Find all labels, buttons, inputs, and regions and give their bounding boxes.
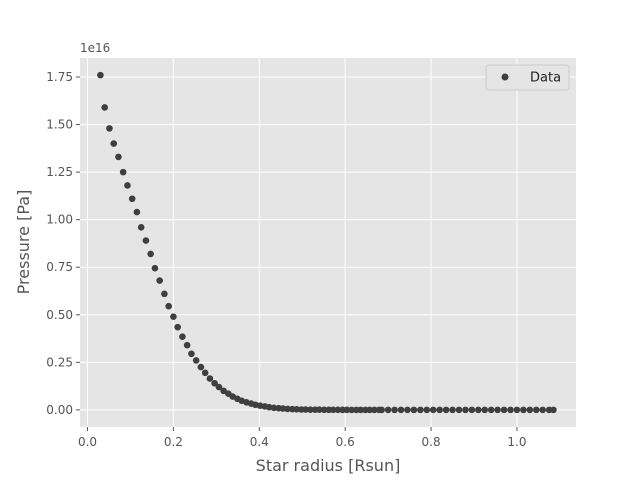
x-tick-label: 1.0 bbox=[507, 435, 526, 449]
data-point bbox=[513, 406, 521, 414]
data-point bbox=[165, 302, 172, 310]
y-tick-label: 0.75 bbox=[46, 260, 73, 274]
data-point bbox=[151, 264, 159, 272]
data-point bbox=[417, 406, 424, 414]
y-tick-label: 0.00 bbox=[46, 403, 73, 417]
data-point bbox=[110, 140, 118, 147]
y-tick-label: 1.75 bbox=[46, 70, 73, 84]
y-tick-label: 0.50 bbox=[46, 308, 73, 322]
data-point bbox=[147, 250, 154, 258]
data-point bbox=[293, 406, 300, 413]
data-point bbox=[183, 341, 191, 349]
data-point bbox=[343, 406, 351, 414]
y-tick-label: 1.25 bbox=[46, 165, 73, 179]
data-point bbox=[302, 406, 309, 413]
legend-marker bbox=[501, 73, 509, 81]
x-tick-label: 0.0 bbox=[78, 435, 97, 449]
data-point bbox=[270, 404, 278, 412]
data-point bbox=[307, 406, 314, 413]
y-tick-label: 0.25 bbox=[46, 355, 73, 369]
data-point bbox=[206, 375, 214, 382]
data-point bbox=[156, 277, 163, 284]
data-point bbox=[119, 168, 127, 176]
data-point bbox=[329, 406, 337, 414]
data-point bbox=[179, 333, 186, 340]
plot-area bbox=[80, 58, 576, 427]
data-point bbox=[532, 406, 540, 414]
x-axis-label: Star radius [Rsun] bbox=[256, 456, 401, 475]
data-point bbox=[449, 406, 456, 414]
data-point bbox=[487, 406, 495, 414]
data-point bbox=[334, 406, 342, 414]
data-point bbox=[211, 379, 218, 387]
data-point bbox=[455, 406, 463, 414]
data-point bbox=[384, 406, 392, 414]
data-point bbox=[192, 357, 200, 364]
data-points bbox=[97, 71, 557, 414]
data-point bbox=[284, 405, 291, 413]
data-point bbox=[348, 406, 355, 414]
data-point bbox=[436, 406, 443, 414]
data-point bbox=[442, 406, 450, 414]
data-point bbox=[481, 406, 489, 414]
data-point bbox=[410, 406, 418, 414]
data-point bbox=[539, 406, 547, 414]
data-point bbox=[500, 406, 508, 414]
data-point bbox=[468, 406, 476, 414]
data-point bbox=[494, 406, 501, 414]
data-point bbox=[316, 406, 323, 413]
data-point bbox=[133, 208, 141, 216]
data-point bbox=[397, 406, 405, 414]
data-point bbox=[423, 406, 431, 414]
data-point bbox=[137, 223, 145, 231]
data-point bbox=[507, 406, 514, 414]
data-point bbox=[404, 406, 411, 414]
data-point bbox=[391, 406, 398, 414]
y-tick-label: 1.00 bbox=[46, 213, 73, 227]
data-point bbox=[201, 369, 209, 377]
y-tick-label: 1.50 bbox=[46, 118, 73, 132]
data-point bbox=[124, 182, 131, 189]
x-tick-label: 0.2 bbox=[164, 435, 183, 449]
data-point bbox=[188, 350, 195, 358]
data-point bbox=[170, 313, 177, 320]
data-point bbox=[215, 383, 223, 391]
data-point bbox=[101, 104, 108, 111]
data-point bbox=[371, 406, 378, 414]
data-point bbox=[366, 406, 373, 414]
y-axis-scale-label: 1e16 bbox=[80, 41, 110, 55]
data-point bbox=[279, 405, 287, 412]
data-point bbox=[429, 406, 437, 414]
data-point bbox=[97, 71, 104, 79]
data-point bbox=[526, 406, 534, 414]
data-point bbox=[142, 237, 150, 244]
data-point bbox=[550, 406, 557, 414]
data-point bbox=[161, 290, 168, 298]
x-tick-label: 0.8 bbox=[422, 435, 441, 449]
x-tick-label: 0.6 bbox=[336, 435, 355, 449]
data-point bbox=[220, 387, 227, 395]
data-point bbox=[520, 406, 527, 414]
data-point bbox=[197, 363, 205, 371]
data-point bbox=[475, 406, 482, 414]
legend-label-data: Data bbox=[530, 71, 561, 86]
data-point bbox=[462, 406, 469, 414]
data-point bbox=[115, 153, 122, 161]
y-axis-label: Pressure [Pa] bbox=[14, 190, 33, 295]
data-point bbox=[106, 125, 113, 132]
x-tick-label: 0.4 bbox=[250, 435, 269, 449]
data-point bbox=[357, 406, 364, 414]
y-axis-ticks: 0.00 0.25 0.50 0.75 1.00 1.25 1.50 1.75 bbox=[46, 70, 80, 417]
legend-box bbox=[485, 64, 570, 91]
data-point bbox=[128, 195, 136, 203]
data-point bbox=[320, 406, 328, 414]
x-axis-ticks: 0.0 0.2 0.4 0.6 0.8 1.0 bbox=[78, 427, 526, 449]
legend: Data bbox=[485, 64, 570, 91]
data-point bbox=[378, 406, 385, 414]
data-point bbox=[174, 323, 181, 331]
